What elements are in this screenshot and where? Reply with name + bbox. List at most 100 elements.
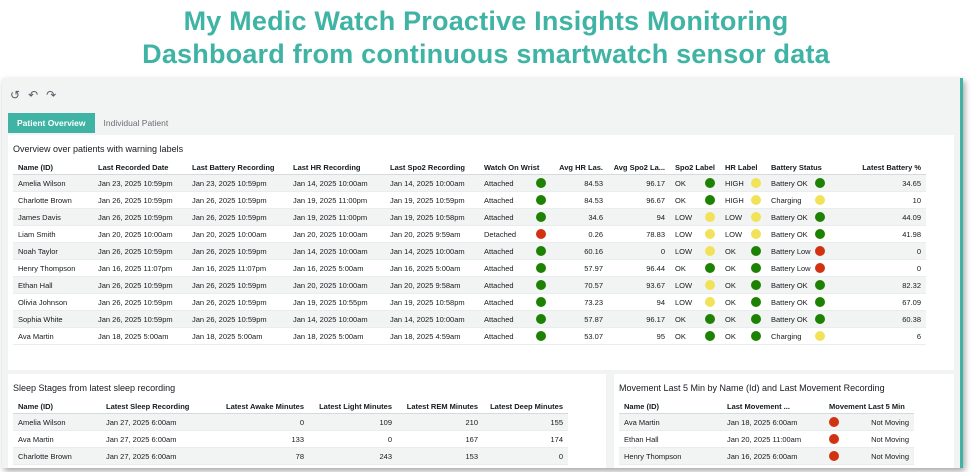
- status-dot-icon: [705, 246, 715, 256]
- col-avg-spo2[interactable]: Avg Spo2 La...: [608, 160, 670, 175]
- cell-last-spo2-recording: Jan 16, 2025 5:00am: [385, 259, 479, 277]
- cell-spo2-label-wrap: OK: [675, 195, 715, 205]
- cell-watch-on-wrist: Attached: [479, 191, 551, 209]
- cell-watch-on-wrist-wrap: Attached: [484, 212, 546, 222]
- undo-icon[interactable]: ↶: [28, 88, 39, 102]
- cell-hr-label-text: HIGH: [725, 178, 744, 188]
- col-watch-on-wrist[interactable]: Watch On Wrist: [479, 160, 551, 175]
- table-row[interactable]: Amelia Wilson Jan 23, 2025 10:59pm Jan 23,…: [13, 174, 926, 192]
- cell-last-recorded-date: Jan 20, 2025 10:00am: [93, 225, 187, 243]
- table-row[interactable]: Ethan Hall Jan 20, 2025 11:00am Not Moving: [619, 430, 914, 448]
- cell-last-hr-recording: Jan 16, 2025 5:00am: [288, 259, 385, 277]
- status-dot-icon: [815, 314, 825, 324]
- col-last-battery-recording[interactable]: Last Battery Recording: [187, 160, 288, 175]
- status-dot-icon: [751, 297, 761, 307]
- table-row[interactable]: Ava Martin Jan 27, 2025 6:00am 133 0 167 174: [13, 430, 568, 448]
- table-row[interactable]: Liam Smith Jan 20, 2025 10:00am Jan 20, 20…: [13, 225, 926, 243]
- table-row[interactable]: Noah Taylor Jan 26, 2025 10:59pm Jan 26, 2…: [13, 242, 926, 260]
- status-dot-icon: [815, 178, 825, 188]
- cell-latest-battery: 67.09: [830, 293, 926, 311]
- table-row[interactable]: Charlotte Brown Jan 27, 2025 6:00am 78 243 1…: [13, 447, 568, 465]
- cell-watch-on-wrist-text: Detached: [484, 229, 517, 239]
- cell-last-hr-recording: Jan 20, 2025 10:00am: [288, 276, 385, 294]
- cell-last-spo2-recording: Jan 20, 2025 9:58am: [385, 276, 479, 294]
- cell-hr-label-text: HIGH: [725, 195, 744, 205]
- cell-last-battery-recording: Jan 23, 2025 10:59pm: [187, 174, 288, 192]
- col-latest-battery[interactable]: Latest Battery %: [830, 160, 926, 175]
- cell-battery-status-text: Battery Low: [771, 246, 811, 256]
- table-row[interactable]: James Davis Jan 26, 2025 10:59pm Jan 26, 2…: [13, 208, 926, 226]
- cell-hr-label: OK: [720, 276, 766, 294]
- sheet-tabs: Patient Overview Individual Patient: [8, 113, 177, 133]
- cell-name: Henry Thompson: [13, 259, 93, 277]
- overview-title: Overview over patients with warning labe…: [13, 144, 184, 154]
- overview-panel: Overview over patients with warning labe…: [8, 135, 954, 370]
- table-row[interactable]: Henry Thompson Jan 16, 2025 11:07pm Jan 16…: [13, 259, 926, 277]
- cell-avg-spo2: 94: [608, 208, 670, 226]
- cell-rem-minutes: 153: [397, 447, 483, 465]
- col-battery-status[interactable]: Battery Status: [766, 160, 830, 175]
- sleep-panel: Sleep Stages from latest sleep recording…: [8, 374, 606, 468]
- col-deep-minutes[interactable]: Latest Deep Minutes: [483, 399, 568, 414]
- table-row[interactable]: Charlotte Brown Jan 26, 2025 10:59pm Jan 2…: [13, 191, 926, 209]
- status-dot-icon: [536, 263, 546, 273]
- status-dot-icon: [751, 314, 761, 324]
- status-dot-icon: [705, 178, 715, 188]
- table-row[interactable]: Henry Thompson Jan 16, 2025 6:00am Not Mov…: [619, 447, 914, 465]
- cell-hr-label-wrap: OK: [725, 314, 761, 324]
- cell-last-recorded-date: Jan 18, 2025 5:00am: [93, 327, 187, 345]
- reset-icon[interactable]: ↺: [10, 88, 21, 102]
- table-row[interactable]: Ava Martin Jan 18, 2025 5:00am Jan 18, 202…: [13, 327, 926, 345]
- cell-last-hr-recording: Jan 19, 2025 11:00pm: [288, 208, 385, 226]
- cell-hr-label: OK: [720, 310, 766, 328]
- cell-avg-spo2: 93.67: [608, 276, 670, 294]
- cell-rem-minutes: 210: [397, 413, 483, 431]
- col-rem-minutes[interactable]: Latest REM Minutes: [397, 399, 483, 414]
- status-dot-icon: [815, 195, 825, 205]
- col-last-movement[interactable]: Last Movement ...: [722, 399, 824, 414]
- col-latest-sleep-recording[interactable]: Latest Sleep Recording: [101, 399, 212, 414]
- cell-last-spo2-recording: Jan 20, 2025 9:59am: [385, 225, 479, 243]
- col-last-spo2-recording[interactable]: Last Spo2 Recording: [385, 160, 479, 175]
- table-row[interactable]: Olivia Johnson Jan 26, 2025 10:59pm Jan 26…: [13, 293, 926, 311]
- cell-latest-battery: 60.38: [830, 310, 926, 328]
- cell-spo2-label-text: LOW: [675, 246, 693, 256]
- tab-individual-patient[interactable]: Individual Patient: [103, 118, 169, 128]
- cell-last-hr-recording: Jan 14, 2025 10:00am: [288, 174, 385, 192]
- cell-last-recorded-date: Jan 26, 2025 10:59pm: [93, 276, 187, 294]
- table-row[interactable]: Ava Martin Jan 18, 2025 6:00am Not Moving: [619, 413, 914, 431]
- cell-spo2-label-wrap: LOW: [675, 246, 715, 256]
- cell-watch-on-wrist-text: Attached: [484, 331, 514, 341]
- cell-battery-status-wrap: Battery OK: [771, 297, 825, 307]
- table-row[interactable]: Amelia Wilson Jan 27, 2025 6:00am 0 109 210 1…: [13, 413, 568, 431]
- col-awake-minutes[interactable]: Latest Awake Minutes: [212, 399, 309, 414]
- col-avg-hr[interactable]: Avg HR Las.: [551, 160, 608, 175]
- status-dot-icon: [705, 229, 715, 239]
- cell-awake-minutes: 78: [212, 447, 309, 465]
- cell-spo2-label: LOW: [670, 225, 720, 243]
- col-last-recorded-date[interactable]: Last Recorded Date: [93, 160, 187, 175]
- cell-watch-on-wrist-text: Attached: [484, 195, 514, 205]
- col-light-minutes[interactable]: Latest Light Minutes: [309, 399, 397, 414]
- redo-icon[interactable]: ↷: [46, 88, 57, 102]
- col-name[interactable]: Name (ID): [13, 160, 93, 175]
- tab-patient-overview[interactable]: Patient Overview: [8, 113, 95, 133]
- table-row[interactable]: Ethan Hall Jan 26, 2025 10:59pm Jan 26, 20…: [13, 276, 926, 294]
- col-movement-last-5-min[interactable]: Movement Last 5 Min: [824, 399, 914, 414]
- cell-movement-text: Not Moving: [871, 434, 909, 444]
- col-spo2-label[interactable]: Spo2 Label: [670, 160, 720, 175]
- col-name[interactable]: Name (ID): [13, 399, 101, 414]
- cell-movement-wrap: Not Moving: [829, 434, 909, 444]
- cell-avg-hr: 53.07: [551, 327, 608, 345]
- table-row[interactable]: Sophia White Jan 26, 2025 10:59pm Jan 26, …: [13, 310, 926, 328]
- cell-light-minutes: 0: [309, 430, 397, 448]
- col-name[interactable]: Name (ID): [619, 399, 722, 414]
- col-last-hr-recording[interactable]: Last HR Recording: [288, 160, 385, 175]
- status-dot-icon: [536, 195, 546, 205]
- col-hr-label[interactable]: HR Label: [720, 160, 766, 175]
- overview-header-row: Name (ID) Last Recorded Date Last Batter…: [13, 160, 926, 175]
- cell-battery-status-wrap: Battery OK: [771, 212, 825, 222]
- cell-battery-status: Battery Low: [766, 242, 830, 260]
- movement-title: Movement Last 5 Min by Name (Id) and Las…: [619, 383, 885, 393]
- cell-battery-status-wrap: Charging: [771, 331, 825, 341]
